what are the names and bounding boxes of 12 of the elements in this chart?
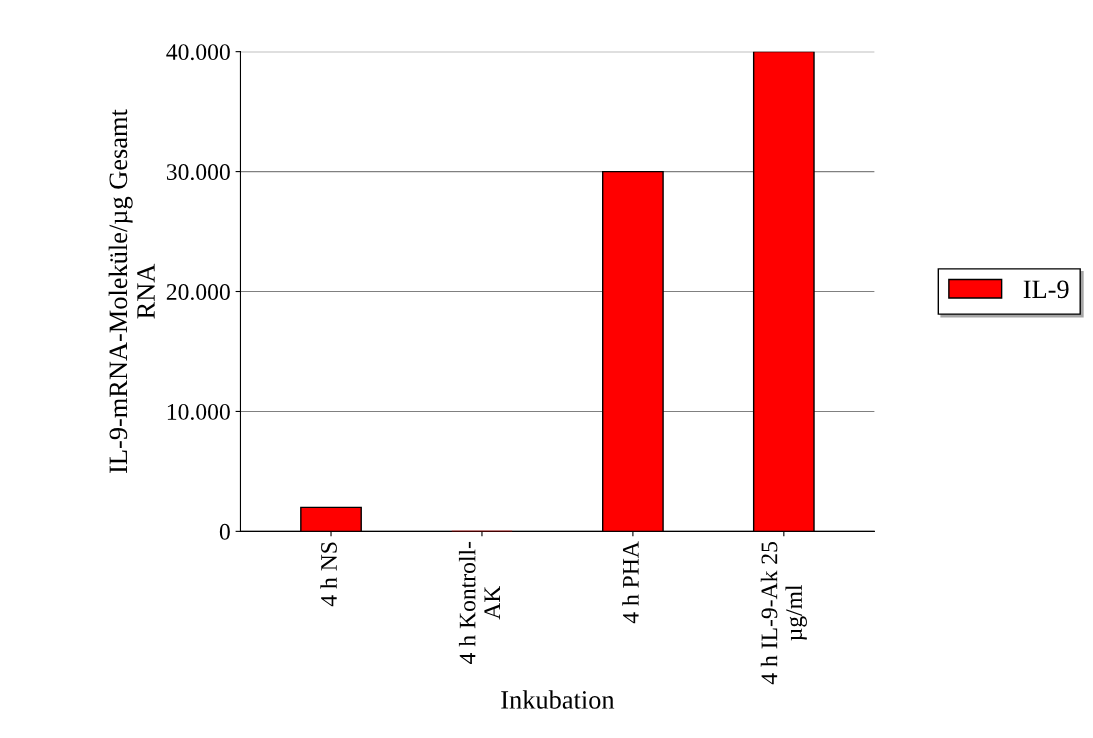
x-tick-label: 4 h IL-9-Ak 25 µg/ml (760, 542, 807, 685)
y-tick-label: 30.000 (166, 164, 230, 181)
legend-label: IL-9 (1023, 280, 1069, 299)
x-tick-label: 4 h NS (320, 542, 337, 607)
x-tick-label: 4 h Kontroll- AK (458, 541, 500, 664)
x-axis-title: Inkubation (501, 690, 615, 709)
y-tick-label: 0 (219, 523, 230, 540)
y-tick-label: 10.000 (167, 403, 230, 420)
y-axis-title: IL-9-mRNA-Moleküle/µg Gesamt RNA (108, 109, 155, 473)
y-tick-label: 20.000 (166, 284, 230, 301)
x-tick-label: 4 h PHA (622, 541, 639, 624)
y-tick-label: 40.000 (166, 44, 230, 61)
